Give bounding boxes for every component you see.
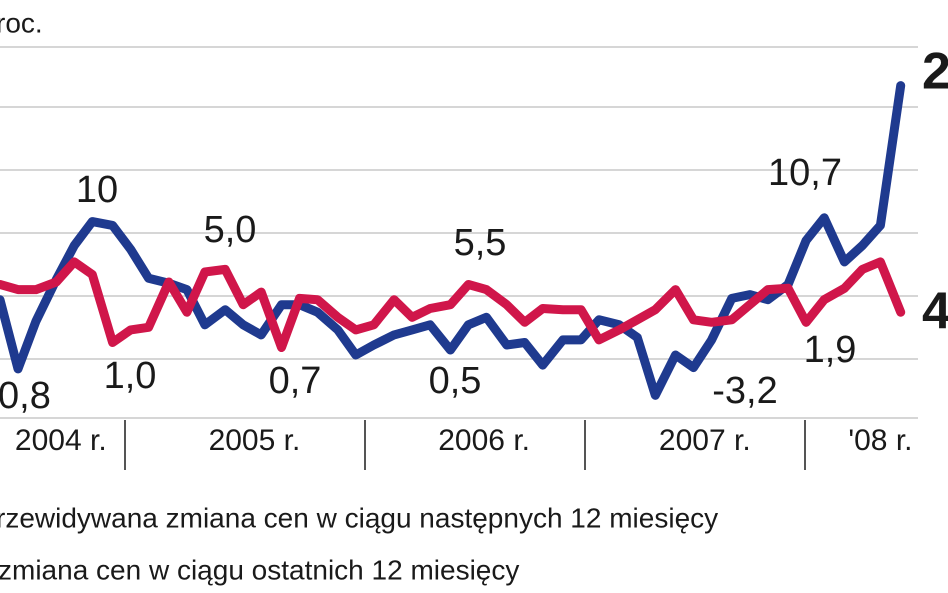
annotation: 4 xyxy=(922,283,948,341)
annotation: 5,5 xyxy=(454,222,507,264)
x-tick-label: 2004 r. xyxy=(15,424,107,457)
series-line xyxy=(0,81,906,400)
year-separators xyxy=(124,420,806,470)
unit-label: roc. xyxy=(0,7,43,38)
annotation: 0,5 xyxy=(429,360,482,402)
x-tick-label: '08 r. xyxy=(848,424,912,457)
x-tick-label: 2007 r. xyxy=(659,424,751,457)
annotation: 10 xyxy=(76,169,118,211)
annotation: 0,7 xyxy=(269,360,322,402)
annotation: 1,9 xyxy=(804,329,857,371)
annotation: 10,7 xyxy=(768,152,842,194)
annotation: 5,0 xyxy=(204,209,257,251)
annotation: 1,0 xyxy=(104,355,157,397)
series-line xyxy=(0,257,906,352)
annotation: 0,8 xyxy=(0,375,51,417)
legend-label: rzewidywana zmiana cen w ciągu następnyc… xyxy=(0,502,718,533)
x-tick-label: 2006 r. xyxy=(438,424,530,457)
legend-label: zmiana cen w ciągu ostatnich 12 miesięcy xyxy=(0,554,519,585)
annotation: 2 xyxy=(922,43,948,101)
annotation: -3,2 xyxy=(712,370,777,412)
x-tick-label: 2005 r. xyxy=(209,424,301,457)
